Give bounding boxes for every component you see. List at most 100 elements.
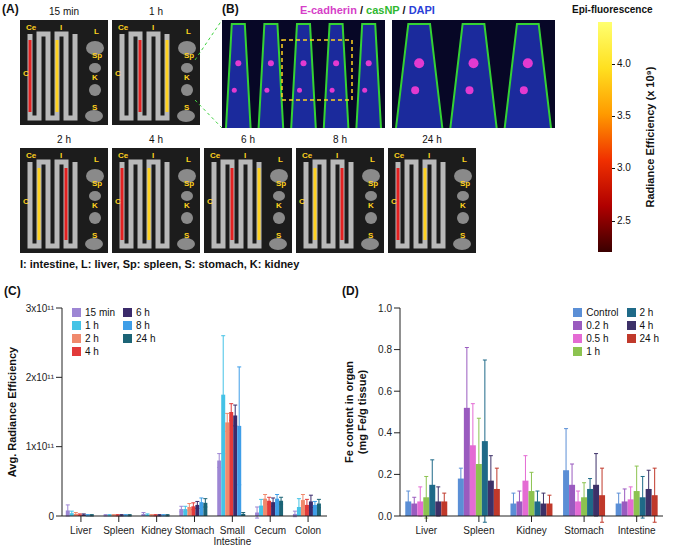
svg-text:S: S [184,231,190,240]
svg-text:K: K [92,201,98,210]
svg-text:L: L [462,155,467,164]
svg-text:Colon: Colon [295,525,321,536]
html-text:24 h: 24 h [136,333,156,344]
html-text:8 h: 8 h [136,320,150,331]
svg-text:K: K [460,201,466,210]
svg-text:1.0: 1.0 [378,303,392,314]
html-text:Radiance Efficiency (x 10⁹): Radiance Efficiency (x 10⁹) [644,66,656,208]
svg-text:K: K [184,73,190,82]
svg-text:0.6: 0.6 [378,386,392,397]
svg-text:C: C [299,197,305,206]
svg-text:L: L [278,155,283,164]
svg-text:0.4: 0.4 [378,427,392,438]
html-text:I: intestine, L: liver, Sp: sp: I: intestine, L: liver, Sp: spleen, S: s… [20,258,300,270]
html-text:8 h: 8 h [333,134,347,145]
svg-text:S: S [184,103,190,112]
svg-text:2x10¹¹: 2x10¹¹ [26,372,55,383]
svg-text:S: S [92,103,98,112]
html-text:24 h: 24 h [422,134,442,145]
svg-text:Sp: Sp [92,179,102,188]
svg-text:I: I [152,151,154,160]
svg-text:L: L [94,155,99,164]
html-text:(mg Fe/g tissue): (mg Fe/g tissue) [356,369,368,455]
svg-text:L: L [94,27,99,36]
html-text:4 h: 4 h [85,346,99,357]
html-text:Fe content in organ: Fe content in organ [343,361,355,463]
svg-text:SmallIntestine: SmallIntestine [213,525,251,547]
svg-text:0.0: 0.0 [378,511,392,522]
svg-text:1x10¹¹: 1x10¹¹ [26,441,55,452]
html-text:(D): (D) [342,284,359,298]
svg-text:Ce: Ce [302,151,313,160]
html-text:(C): (C) [4,284,21,298]
svg-text:C: C [23,69,29,78]
svg-text:K: K [368,201,374,210]
svg-text:K: K [276,201,282,210]
svg-text:L: L [186,155,191,164]
html-text:3.5: 3.5 [617,110,631,122]
svg-text:Stomach: Stomach [564,525,603,536]
html-text:2.5: 2.5 [617,214,631,226]
svg-text:Sp: Sp [184,51,194,60]
svg-text:I: I [336,151,338,160]
html-text:Avg. Radiance Efficiency: Avg. Radiance Efficiency [5,346,18,478]
svg-text:C: C [115,197,121,206]
html-text:15 min: 15 min [49,6,79,17]
svg-text:I: I [60,151,62,160]
html-text:(B): (B) [222,2,239,16]
svg-text:Sp: Sp [368,179,378,188]
svg-text:Ce: Ce [394,151,405,160]
html-text:1 h: 1 h [85,320,99,331]
svg-text:I: I [244,151,246,160]
html-text:6 h: 6 h [241,134,255,145]
html-text:(A): (A) [2,2,19,16]
html-text:3.0: 3.0 [617,162,631,174]
svg-text:I: I [152,23,154,32]
svg-text:I: I [428,151,430,160]
svg-text:Ce: Ce [118,23,129,32]
svg-text:Spleen: Spleen [103,525,134,536]
svg-text:K: K [184,201,190,210]
svg-text:0.8: 0.8 [378,344,392,355]
svg-text:S: S [92,231,98,240]
html-text:E-cadherin / casNP / DAPI: E-cadherin / casNP / DAPI [300,4,435,16]
svg-text:Sp: Sp [184,179,194,188]
svg-text:Cecum: Cecum [254,525,286,536]
svg-text:Sp: Sp [92,51,102,60]
html-text:4.0: 4.0 [617,57,631,69]
svg-text:S: S [276,231,282,240]
svg-text:Ce: Ce [210,151,221,160]
svg-text:K: K [92,73,98,82]
svg-text:Intestine: Intestine [618,525,656,536]
svg-text:Kidney: Kidney [516,525,547,536]
html-text:4 h: 4 h [149,134,163,145]
html-text:2 h: 2 h [57,134,71,145]
svg-text:S: S [460,231,466,240]
svg-text:I: I [60,23,62,32]
html-text:1 h: 1 h [149,6,163,17]
html-text:2 h: 2 h [85,333,99,344]
svg-text:Sp: Sp [276,179,286,188]
svg-text:Ce: Ce [26,151,37,160]
svg-text:0.2: 0.2 [378,469,392,480]
svg-text:C: C [391,197,397,206]
svg-text:L: L [370,155,375,164]
svg-text:L: L [186,27,191,36]
html-text:15 min: 15 min [85,307,115,318]
svg-text:Sp: Sp [460,179,470,188]
svg-text:Liver: Liver [70,525,92,536]
svg-text:0: 0 [48,511,54,522]
svg-text:C: C [23,197,29,206]
svg-text:Stomach: Stomach [175,525,214,536]
svg-text:Kidney: Kidney [141,525,172,536]
svg-text:3x10¹¹: 3x10¹¹ [26,303,55,314]
svg-text:S: S [368,231,374,240]
svg-text:Ce: Ce [118,151,129,160]
svg-text:C: C [207,197,213,206]
svg-text:Liver: Liver [415,525,437,536]
svg-text:Ce: Ce [26,23,37,32]
html-text:6 h: 6 h [136,307,150,318]
svg-text:Spleen: Spleen [463,525,494,536]
svg-text:C: C [115,69,121,78]
html-text:Epi-fluorescence: Epi-fluorescence [572,4,653,15]
